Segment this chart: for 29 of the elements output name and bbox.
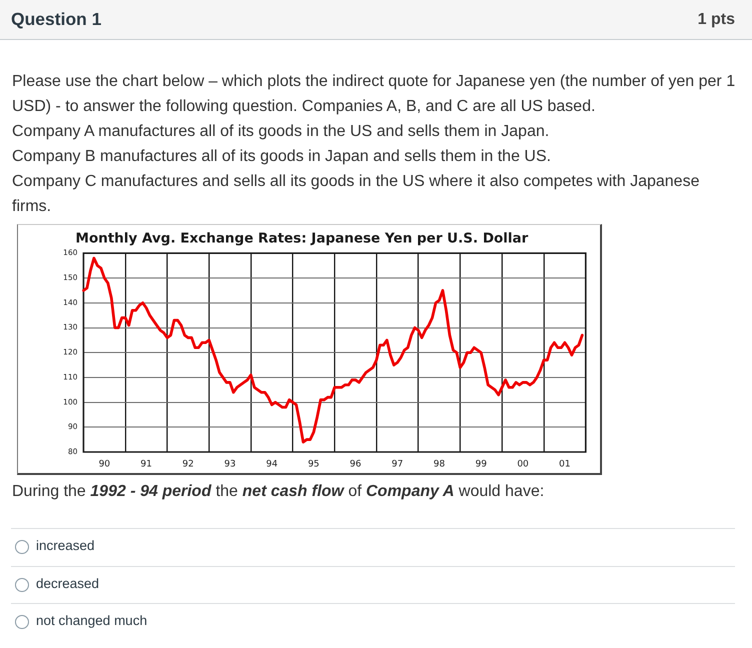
text: Company A [366, 483, 454, 500]
text: Company A manufactures all of its goods in the US and sells them in Japan. [12, 122, 550, 142]
text: the [216, 483, 238, 500]
x-tick-label: 98 [434, 460, 446, 470]
x-tick-label: 91 [140, 460, 152, 470]
x-tick-label: 00 [517, 460, 529, 470]
chart-title: Monthly Avg. Exchange Rates: Japanese Yen per U.S. Dollar [76, 230, 529, 247]
x-tick-label: 93 [224, 460, 236, 470]
text: would have: [458, 483, 544, 500]
text: not changed much [36, 612, 148, 630]
text: of [348, 483, 362, 500]
x-tick-label: 01 [559, 460, 570, 470]
x-tick-label: 92 [182, 460, 194, 470]
text: 1992 - 94 period [90, 483, 212, 500]
x-tick-label: 99 [475, 460, 488, 470]
text: Company C manufactures and sells all its goods in the US where it also competes with Japanese firms. [12, 172, 700, 217]
text: net cash flow [242, 483, 344, 500]
x-tick-label: 97 [392, 460, 404, 470]
text: Company B manufactures all of its goods in Japan and sells them in the US. [12, 147, 552, 167]
text: During the [12, 483, 86, 500]
text: 1 pts [698, 10, 735, 30]
x-tick-label: 94 [266, 460, 278, 470]
text: increased [36, 537, 95, 555]
x-tick-label: 90 [98, 460, 110, 470]
x-tick-label: 95 [308, 460, 320, 470]
x-tick-label: 96 [350, 460, 362, 470]
text: Please use the chart below – which plots the indirect quote for Japanese yen (the number of yen per 1 USD) - to answer the following question. Companies A, B, and C are all US based. [12, 72, 736, 117]
text: decreased [36, 574, 100, 593]
text: Question 1 [11, 8, 102, 31]
